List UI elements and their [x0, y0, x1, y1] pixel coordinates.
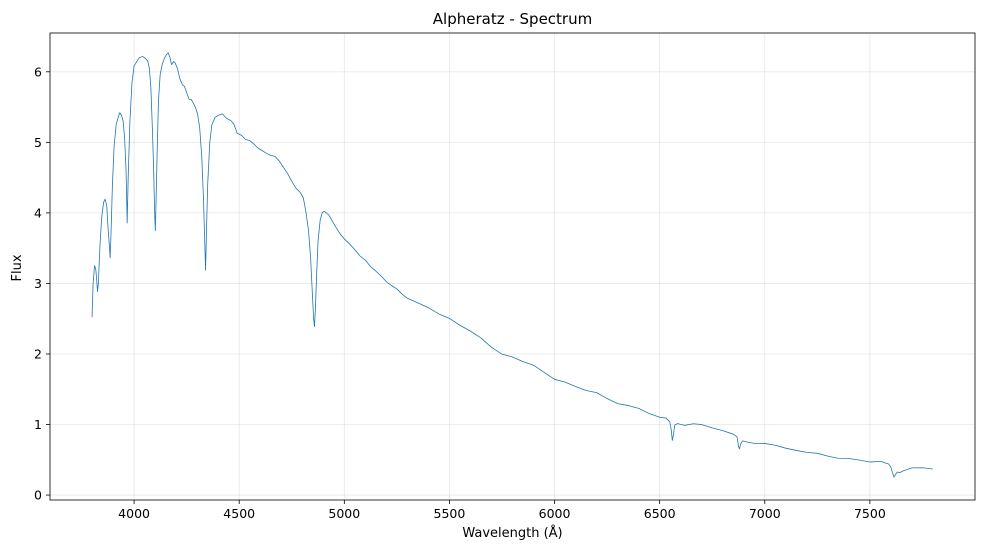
y-tick-label: 1	[34, 417, 42, 432]
grid	[50, 33, 975, 500]
y-tick-label: 6	[34, 64, 42, 79]
series-group	[91, 52, 933, 478]
x-axis: 4000 4500 5000 5500 6000 6500 7000 7500	[118, 500, 886, 521]
chart-title: Alpheratz - Spectrum	[433, 10, 592, 28]
x-axis-label: Wavelength (Å)	[462, 525, 562, 541]
y-tick-label: 4	[34, 205, 42, 220]
x-tick-label: 7500	[854, 506, 886, 521]
x-tick-label: 6500	[644, 506, 676, 521]
x-tick-label: 5500	[434, 506, 466, 521]
x-tick-label: 5000	[328, 506, 360, 521]
x-tick-label: 6000	[539, 506, 571, 521]
y-tick-label: 3	[34, 276, 42, 291]
plot-area-frame	[49, 32, 976, 501]
y-tick-label: 2	[34, 346, 42, 361]
spectrum-line	[91, 52, 933, 478]
y-tick-label: 0	[34, 488, 42, 503]
x-tick-label: 7000	[749, 506, 781, 521]
x-tick-label: 4000	[118, 506, 150, 521]
y-axis: 0 1 2 3 4 5 6	[34, 64, 50, 503]
y-axis-label: Flux	[10, 254, 25, 281]
y-tick-label: 5	[34, 135, 42, 150]
x-tick-label: 4500	[223, 506, 255, 521]
